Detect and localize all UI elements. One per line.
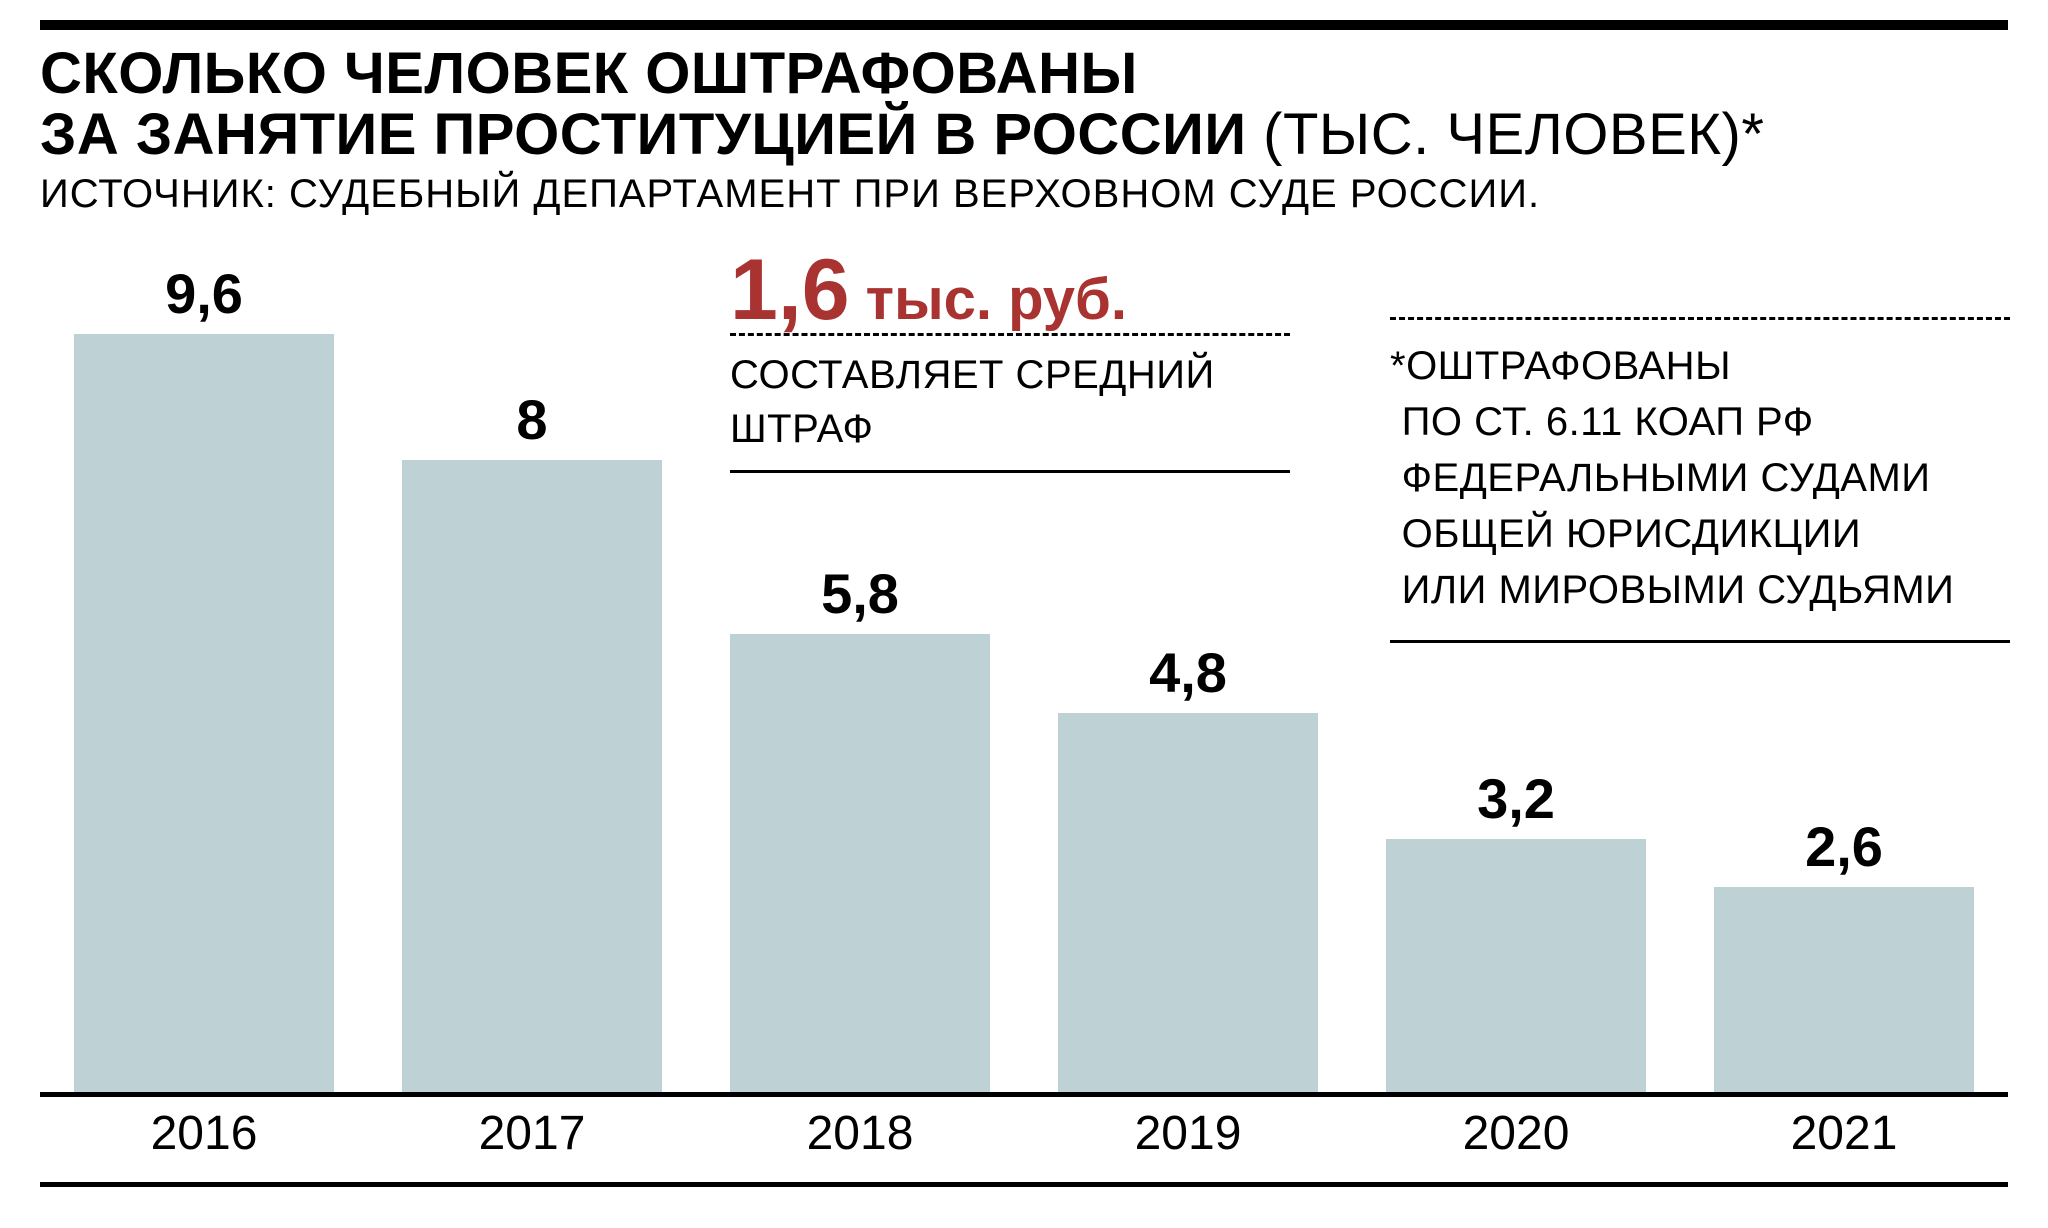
avg-fine-value: 1,6 тыс. руб.	[730, 247, 1290, 333]
avg-fine-suffix: тыс. руб.	[850, 267, 1127, 332]
footnote-rule	[1390, 640, 2010, 643]
avg-fine-sub1: СОСТАВЛЯЕТ СРЕДНИЙ	[730, 348, 1290, 402]
callout-rule	[730, 470, 1290, 473]
x-tick: 2017	[368, 1094, 696, 1182]
bar	[402, 460, 662, 1092]
bar	[1058, 713, 1318, 1092]
x-tick: 2020	[1352, 1094, 1680, 1182]
avg-fine-number: 1,6	[730, 242, 850, 338]
bar-value-label: 8	[516, 387, 547, 452]
footnote-dashed-rule	[1390, 317, 2010, 320]
title-unit: (ТЫС. ЧЕЛОВЕК)*	[1263, 102, 1764, 167]
title-line2-bold: ЗА ЗАНЯТИЕ ПРОСТИТУЦИЕЙ В РОССИИ	[40, 102, 1263, 167]
infographic-root: СКОЛЬКО ЧЕЛОВЕК ОШТРАФОВАНЫ ЗА ЗАНЯТИЕ П…	[0, 0, 2048, 1228]
bar	[730, 634, 990, 1092]
bar	[74, 334, 334, 1092]
top-rule	[40, 20, 2008, 30]
chart-area: 9,6 8 5,8 4,8 3,2 2,6 20162017201820192020202…	[40, 247, 2008, 1187]
x-tick: 2016	[40, 1094, 368, 1182]
x-tick: 2018	[696, 1094, 1024, 1182]
x-tick: 2019	[1024, 1094, 1352, 1182]
chart-title: СКОЛЬКО ЧЕЛОВЕК ОШТРАФОВАНЫ ЗА ЗАНЯТИЕ П…	[40, 44, 2008, 166]
avg-fine-sub2: ШТРАФ	[730, 402, 1290, 456]
bar-value-label: 5,8	[821, 561, 899, 626]
x-tick: 2021	[1680, 1094, 2008, 1182]
bar	[1386, 839, 1646, 1092]
title-line1: СКОЛЬКО ЧЕЛОВЕК ОШТРАФОВАНЫ	[40, 41, 1138, 106]
bar-value-label: 2,6	[1805, 814, 1883, 879]
x-axis: 201620172018201920202021	[40, 1094, 2008, 1187]
footnote: *ОШТРАФОВАНЫ ПО СТ. 6.11 КОАП РФ ФЕДЕРАЛ…	[1390, 317, 2010, 643]
source-line: ИСТОЧНИК: СУДЕБНЫЙ ДЕПАРТАМЕНТ ПРИ ВЕРХО…	[40, 172, 2008, 217]
bar	[1714, 887, 1974, 1092]
bar-cell: 8	[368, 262, 696, 1092]
bar-value-label: 4,8	[1149, 640, 1227, 705]
bar-value-label: 9,6	[165, 261, 243, 326]
bar-cell: 9,6	[40, 262, 368, 1092]
bar-value-label: 3,2	[1477, 766, 1555, 831]
footnote-text: *ОШТРАФОВАНЫ ПО СТ. 6.11 КОАП РФ ФЕДЕРАЛ…	[1390, 338, 2010, 618]
avg-fine-callout: 1,6 тыс. руб. СОСТАВЛЯЕТ СРЕДНИЙ ШТРАФ	[730, 247, 1290, 483]
